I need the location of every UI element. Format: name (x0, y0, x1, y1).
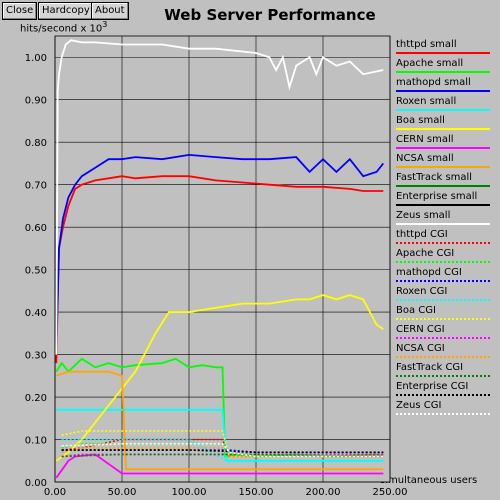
plot-border (54, 35, 391, 483)
series-line (61, 453, 384, 458)
y-tick-label: 0.90 (25, 96, 47, 107)
plot-area (55, 36, 390, 482)
x-tick-label: 100.00 (172, 487, 207, 498)
series-line (55, 153, 385, 347)
legend-label: NCSA small (396, 153, 454, 164)
y-tick-label: 0.50 (25, 266, 47, 277)
legend-label: FastTrack CGI (396, 362, 463, 373)
y-tick-label: 0.40 (25, 308, 47, 319)
y-tick-label: 0.80 (25, 138, 47, 149)
y-tick-label: 1.00 (25, 53, 47, 64)
y-tick-label: 0.10 (25, 436, 47, 447)
about-button[interactable]: About (91, 2, 129, 20)
x-tick-label: 0.00 (44, 487, 66, 498)
series-line (61, 430, 384, 458)
legend-label: Boa small (396, 115, 445, 126)
series-line (61, 449, 384, 454)
legend-label: Roxen small (396, 96, 456, 107)
legend-label: CERN CGI (396, 324, 445, 335)
legend-label: Zeus CGI (396, 400, 441, 411)
legend-label: Roxen CGI (396, 286, 447, 297)
x-axis-label: simultaneous users (380, 475, 478, 486)
series-line (55, 39, 384, 355)
chart-title: Web Server Performance (164, 6, 376, 24)
y-axis-label-text: hits/second x 10 (20, 23, 103, 35)
legend-label: Enterprise small (396, 191, 477, 202)
legend-label: Apache CGI (396, 248, 454, 259)
x-tick-label: 150.00 (239, 487, 274, 498)
legend-label: Boa CGI (396, 305, 436, 316)
legend-label: FastTrack small (396, 172, 472, 183)
x-tick-label: 200.00 (306, 487, 341, 498)
legend-label: mathopd small (396, 77, 471, 88)
y-tick-label: 0.20 (25, 393, 47, 404)
series-line (55, 453, 384, 479)
legend-label: thttpd small (396, 39, 457, 50)
legend-label: Zeus small (396, 210, 450, 221)
y-tick-label: 0.00 (25, 478, 47, 489)
legend-label: Apache small (396, 58, 463, 69)
y-tick-label: 0.60 (25, 223, 47, 234)
series-line (61, 447, 384, 458)
y-axis-label-exponent: 3 (102, 20, 108, 29)
y-tick-label: 0.30 (25, 351, 47, 362)
series-line (56, 370, 384, 471)
legend-label: NCSA CGI (396, 343, 445, 354)
series-line (55, 294, 384, 462)
x-tick-label: 50.00 (108, 487, 137, 498)
legend-label: thttpd CGI (396, 229, 448, 240)
series-line (61, 438, 384, 462)
y-tick-label: 0.70 (25, 181, 47, 192)
close-button[interactable]: Close (2, 2, 38, 20)
legend-label: mathopd CGI (396, 267, 462, 278)
legend-label: CERN small (396, 134, 454, 145)
y-axis-label: hits/second x 103 (20, 20, 107, 34)
legend-label: Enterprise CGI (396, 381, 468, 392)
series-line (55, 175, 384, 364)
x-tick-label: 250.00 (373, 487, 408, 498)
